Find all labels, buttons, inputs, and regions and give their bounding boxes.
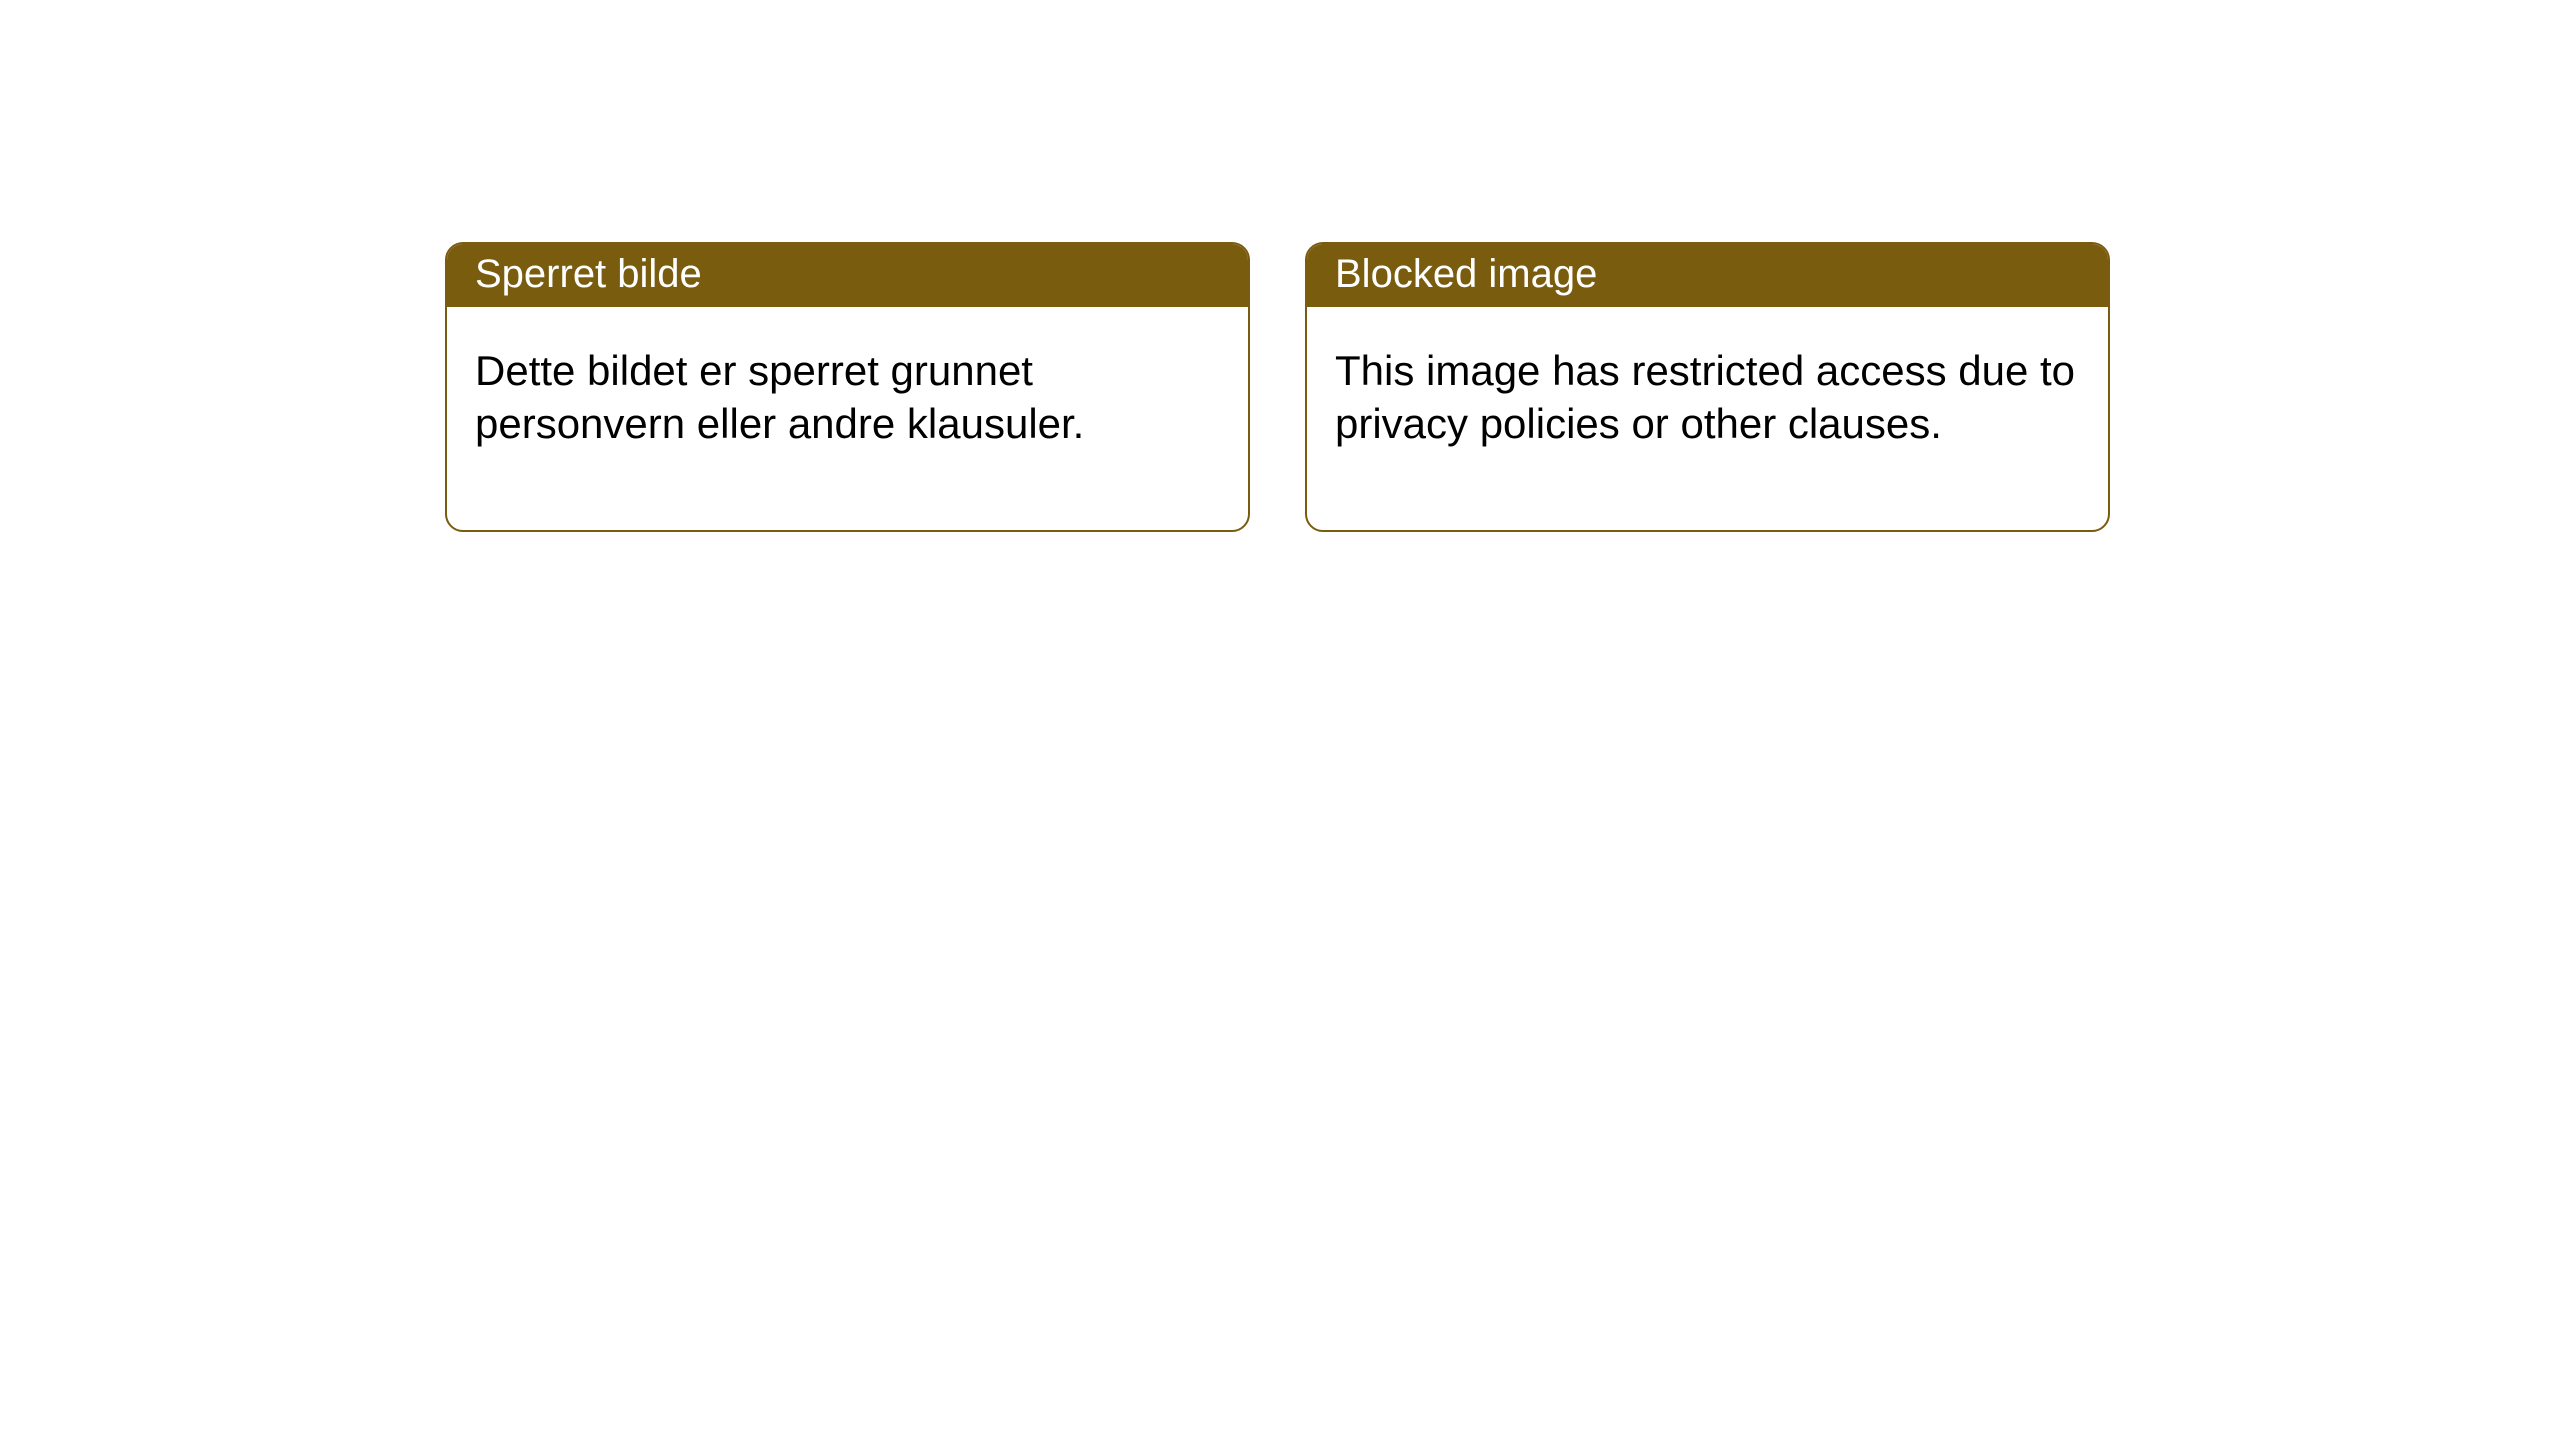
notice-body: This image has restricted access due to …	[1307, 307, 2108, 530]
notice-container: Sperret bilde Dette bildet er sperret gr…	[0, 0, 2560, 532]
notice-card-norwegian: Sperret bilde Dette bildet er sperret gr…	[445, 242, 1250, 532]
notice-header: Sperret bilde	[447, 244, 1248, 307]
notice-body-text: This image has restricted access due to …	[1335, 347, 2075, 447]
notice-card-english: Blocked image This image has restricted …	[1305, 242, 2110, 532]
notice-title: Sperret bilde	[475, 252, 702, 296]
notice-body-text: Dette bildet er sperret grunnet personve…	[475, 347, 1084, 447]
notice-header: Blocked image	[1307, 244, 2108, 307]
notice-body: Dette bildet er sperret grunnet personve…	[447, 307, 1248, 530]
notice-title: Blocked image	[1335, 252, 1597, 296]
